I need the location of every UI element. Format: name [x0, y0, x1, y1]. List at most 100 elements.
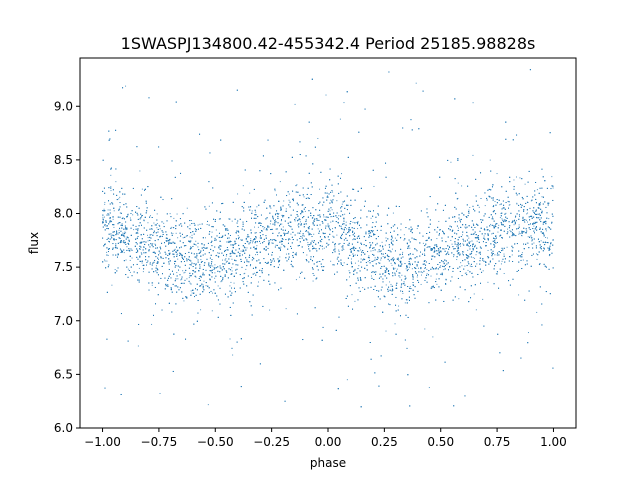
data-point: [319, 188, 321, 190]
data-point: [280, 246, 282, 248]
data-point: [129, 271, 131, 273]
data-point: [235, 232, 237, 234]
data-point: [257, 226, 259, 228]
data-point: [402, 292, 404, 294]
data-point: [377, 251, 379, 253]
data-point: [195, 244, 197, 246]
data-point: [409, 285, 411, 287]
data-point: [156, 223, 158, 225]
data-point: [121, 241, 123, 243]
data-point: [124, 231, 126, 233]
data-point: [200, 309, 202, 311]
data-point: [474, 244, 476, 246]
data-point: [492, 218, 494, 220]
data-point: [173, 217, 175, 219]
data-point: [443, 248, 445, 250]
data-point: [333, 264, 335, 266]
data-point: [541, 196, 543, 198]
data-point: [313, 233, 315, 235]
data-point: [113, 210, 115, 212]
data-point: [484, 228, 485, 230]
data-point: [185, 235, 187, 237]
data-point: [385, 284, 387, 286]
data-point: [390, 285, 392, 287]
data-point: [365, 245, 367, 247]
data-point: [446, 263, 448, 265]
data-point: [231, 267, 233, 269]
data-point: [119, 196, 121, 198]
data-point: [451, 243, 453, 245]
data-point: [231, 220, 233, 222]
data-point: [394, 267, 396, 269]
data-point: [190, 220, 192, 222]
data-point: [467, 269, 469, 271]
data-point: [524, 221, 526, 223]
data-point: [462, 243, 464, 245]
data-point: [394, 272, 396, 274]
data-point: [242, 185, 244, 187]
data-point: [104, 216, 105, 218]
data-point: [176, 272, 178, 274]
data-point: [385, 237, 387, 239]
data-point: [439, 229, 441, 231]
data-point: [278, 232, 280, 234]
data-point: [518, 224, 520, 226]
data-point: [278, 213, 280, 215]
data-point: [177, 278, 179, 280]
data-point: [382, 256, 384, 258]
data-point: [205, 237, 206, 239]
data-point: [156, 227, 158, 229]
data-point: [518, 233, 520, 235]
data-point: [106, 260, 108, 262]
data-point: [256, 251, 258, 253]
data-point: [245, 268, 247, 270]
data-point: [254, 272, 256, 274]
data-point: [278, 232, 280, 234]
data-point: [328, 225, 330, 227]
data-point: [474, 257, 476, 259]
data-point: [396, 268, 398, 270]
data-point: [196, 257, 198, 259]
data-point: [391, 264, 393, 266]
data-point: [420, 274, 422, 276]
data-point: [411, 268, 413, 270]
data-point: [487, 238, 489, 240]
data-point: [225, 261, 227, 263]
data-point: [487, 249, 489, 251]
data-point: [415, 239, 417, 241]
data-point: [328, 243, 330, 245]
data-point: [232, 354, 234, 356]
data-point: [458, 227, 459, 229]
data-point: [476, 240, 478, 242]
data-point: [230, 241, 232, 243]
data-point: [426, 268, 428, 270]
data-point: [464, 265, 466, 267]
data-point: [527, 332, 529, 334]
data-point: [424, 328, 426, 330]
data-point: [183, 272, 185, 274]
data-point: [328, 227, 330, 229]
data-point: [104, 201, 106, 203]
data-point: [225, 258, 227, 260]
data-point: [343, 249, 345, 251]
data-point: [217, 285, 219, 287]
data-point: [115, 181, 117, 183]
data-point: [514, 216, 516, 218]
data-point: [110, 190, 112, 192]
data-point: [259, 237, 261, 239]
data-point: [137, 232, 139, 234]
data-point: [334, 248, 336, 250]
data-point: [513, 179, 515, 181]
data-point: [462, 234, 464, 236]
data-point: [218, 256, 220, 258]
data-point: [352, 239, 354, 241]
data-point: [127, 268, 129, 270]
data-point: [149, 215, 151, 217]
data-point: [339, 118, 341, 120]
data-point: [511, 254, 513, 256]
data-point: [352, 248, 354, 250]
data-point: [117, 233, 119, 235]
data-point: [139, 248, 141, 250]
data-point: [171, 226, 173, 228]
data-point: [430, 275, 432, 277]
